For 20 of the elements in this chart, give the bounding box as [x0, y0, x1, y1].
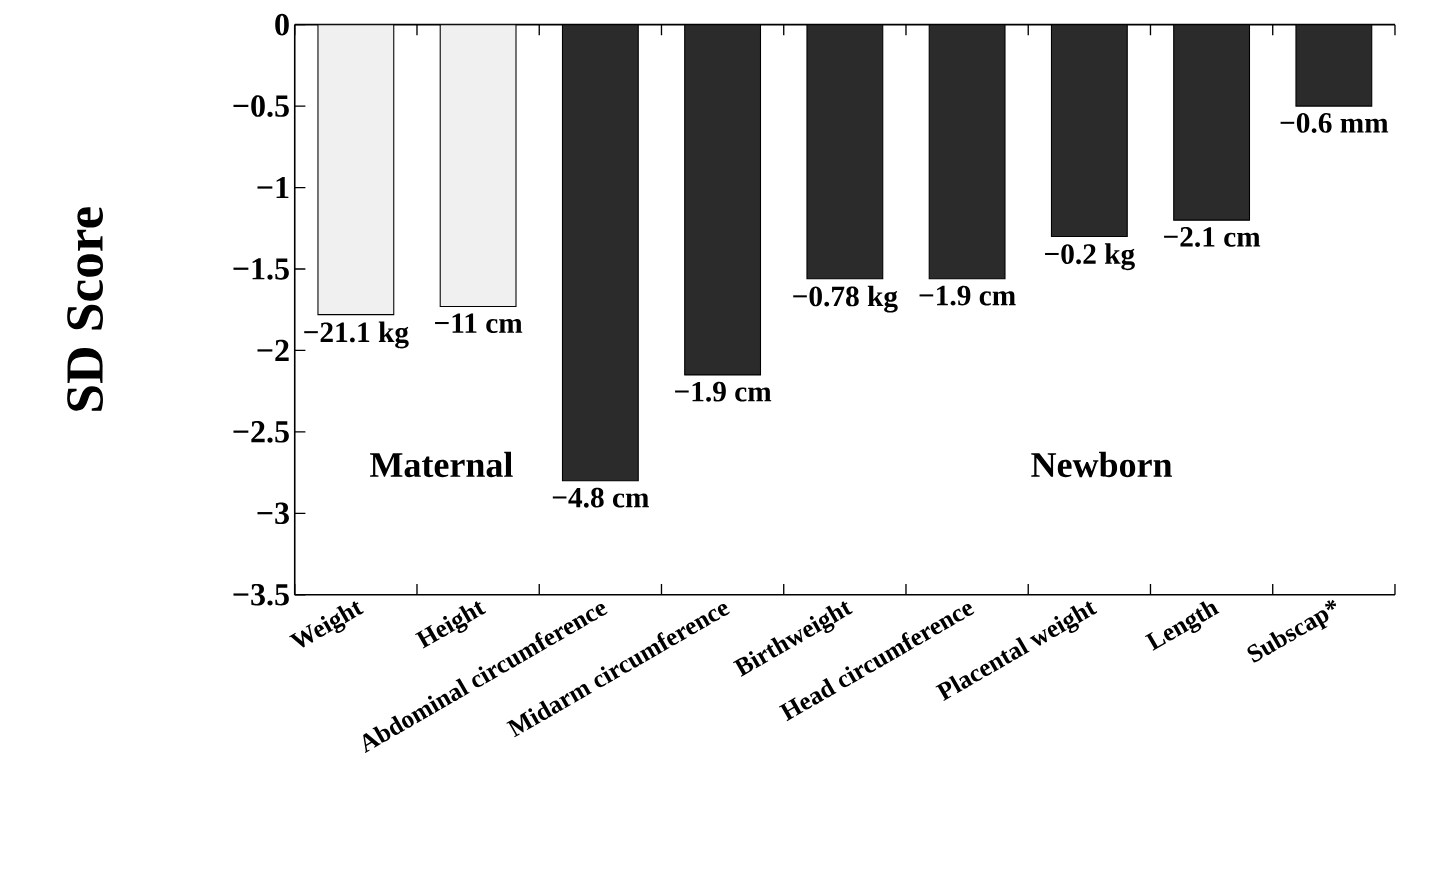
annotation: −0.78 kg: [793, 285, 898, 313]
annotation: Newborn: [1031, 452, 1173, 478]
annotation: −1.9 cm: [919, 285, 1016, 306]
y-axis-title: SD Score: [67, 207, 103, 412]
y-tick-label: −1.5: [233, 258, 289, 281]
y-tick-label: −2.5: [233, 421, 289, 443]
annotation: Maternal: [370, 452, 513, 478]
annotation: −11 cm: [435, 313, 523, 334]
annotation: −21.1 kg: [304, 321, 409, 349]
y-tick-label: −0.5: [233, 95, 289, 118]
y-tick-label: −2: [257, 340, 289, 362]
annotation: −0.2 kg: [1045, 243, 1135, 271]
annotation: −0.6 mm: [1280, 113, 1389, 134]
y-tick-label: −1: [257, 177, 289, 199]
y-tick-label: 0: [275, 14, 289, 36]
annotation: −2.1 cm: [1164, 227, 1261, 248]
y-tick-label: −3: [257, 502, 289, 525]
annotation: −1.9 cm: [675, 382, 772, 402]
annotation: −4.8 cm: [552, 487, 649, 508]
y-tick-label: −3.5: [233, 584, 289, 606]
